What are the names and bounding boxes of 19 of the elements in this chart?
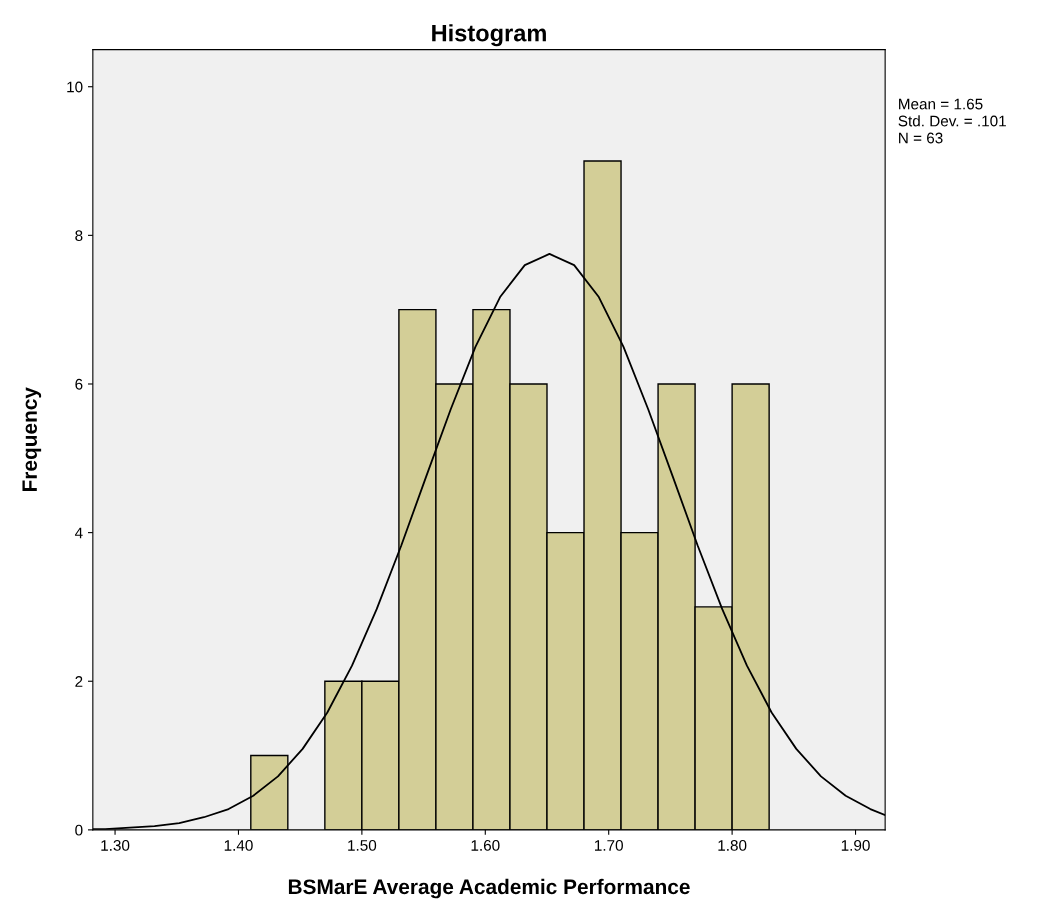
x-tick-label: 1.40 [224,840,253,851]
x-tick-label: 1.80 [718,840,747,851]
y-tick-label: 10 [67,81,83,93]
x-axis-title: BSMarE Average Academic Performance [288,878,690,899]
text: N = 63 [899,132,943,144]
text: Std. Dev. = .101 [898,115,1006,127]
y-axis-title: Frequency [22,387,42,491]
y-tick-label: 6 [75,378,83,390]
x-tick-label: 1.30 [101,840,130,851]
x-tick-label: 1.70 [595,840,623,851]
x-tick-label: 1.50 [348,840,377,851]
y-tick-label: 4 [74,527,83,539]
x-tick-label: 1.60 [471,840,500,851]
y-tick-label: 2 [75,676,83,687]
y-tick-label: 0 [75,824,83,836]
chart-title: Histogram [432,24,546,47]
y-tick-label: 8 [75,230,83,242]
text: Mean = 1.65 [899,98,983,110]
x-tick-label: 1.90 [841,840,870,851]
